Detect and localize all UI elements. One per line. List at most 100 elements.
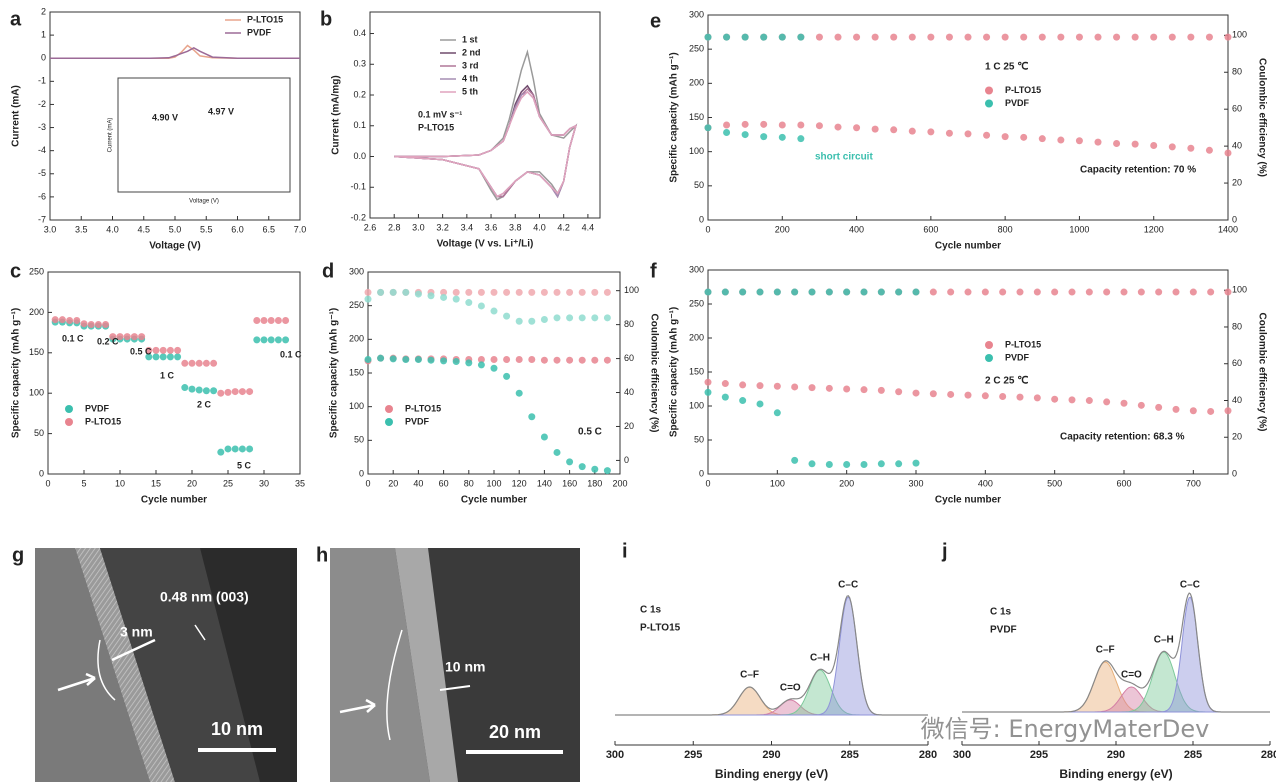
y-tick-label: 0.0 [353, 151, 366, 161]
data-point [877, 386, 885, 394]
data-point [877, 288, 885, 296]
x-tick-label: 80 [464, 478, 474, 488]
y-tick-label: 50 [694, 180, 704, 190]
data-point [174, 346, 182, 354]
plot-frame [369, 11, 601, 219]
data-point [377, 354, 385, 362]
x-tick-label: 0 [705, 478, 710, 488]
x-tick-label: 15 [151, 478, 161, 488]
data-point [760, 120, 768, 128]
data-point [138, 333, 146, 341]
data-point [66, 316, 74, 324]
data-point [815, 33, 823, 41]
data-point [778, 33, 786, 41]
x-tick-label: 4.5 [137, 224, 150, 234]
y-tick-label: -0.1 [350, 182, 366, 192]
x-tick-label: 200 [839, 478, 854, 488]
x-tick-label: 30 [259, 478, 269, 488]
data-point [929, 288, 937, 296]
data-point [721, 393, 729, 401]
data-point [553, 314, 561, 322]
y2-axis-label: Coulombic efficiency (%) [648, 314, 659, 433]
panel-label: b [320, 8, 332, 30]
y-tick-label: 250 [689, 298, 704, 308]
data-point [983, 33, 991, 41]
legend-label: 4 th [462, 73, 478, 83]
data-point [1103, 398, 1111, 406]
y-axis-label: Specific capacity (mAh g⁻¹) [11, 308, 22, 438]
data-point [578, 314, 586, 322]
data-point [778, 133, 786, 141]
data-point [704, 33, 712, 41]
peak-label: C–H [1154, 635, 1174, 646]
annotation: P-LTO15 [418, 122, 454, 132]
annotation: 0.5 C [578, 427, 602, 438]
data-point [440, 357, 448, 365]
data-point [981, 288, 989, 296]
y-tick-label: -5 [38, 168, 46, 178]
data-point [528, 356, 536, 364]
data-point [603, 467, 611, 475]
series-line [394, 90, 577, 198]
data-point [1016, 393, 1024, 401]
data-point [895, 460, 903, 468]
data-point [1001, 133, 1009, 141]
y2-tick-label: 100 [1232, 30, 1247, 40]
legend-swatch [65, 418, 73, 426]
x-tick-label: 60 [439, 478, 449, 488]
x-tick-label: 3.5 [75, 224, 88, 234]
data-point [515, 288, 523, 296]
data-point [364, 356, 372, 364]
y2-tick-label: 80 [1232, 67, 1242, 77]
data-point [553, 356, 561, 364]
data-point [773, 288, 781, 296]
data-point [94, 321, 102, 329]
y-tick-label: -0.2 [350, 212, 366, 222]
data-point [773, 382, 781, 390]
data-point [238, 388, 246, 396]
y-tick-label: 150 [349, 367, 364, 377]
y-tick-label: 0 [39, 468, 44, 478]
plot-frame [707, 14, 1229, 221]
x-tick-label: 400 [849, 224, 864, 234]
y-tick-label: -7 [38, 214, 46, 224]
y-tick-label: 200 [689, 332, 704, 342]
annotation: short circuit [815, 152, 873, 163]
data-point [797, 135, 805, 143]
envelope [615, 595, 928, 716]
data-point [238, 445, 246, 453]
data-point [566, 314, 574, 322]
data-point [528, 317, 536, 325]
data-point [528, 413, 536, 421]
data-point [282, 336, 290, 344]
data-point [490, 356, 498, 364]
x-tick-label: 7.0 [294, 224, 307, 234]
y-tick-label: 300 [349, 266, 364, 276]
data-point [202, 387, 210, 395]
watermark: 微信号: EnergyMaterDev [921, 715, 1210, 743]
data-point [80, 320, 88, 328]
y-tick-label: 150 [689, 112, 704, 122]
scale-bar-label: 10 nm [211, 719, 263, 739]
x-tick-label: 180 [587, 478, 602, 488]
data-point [152, 346, 160, 354]
y2-tick-label: 60 [1232, 358, 1242, 368]
data-point [1137, 401, 1145, 409]
data-point [181, 384, 189, 392]
x-axis-label: Voltage (V vs. Li⁺/Li) [437, 239, 534, 250]
data-point [51, 316, 59, 324]
data-point [1189, 288, 1197, 296]
x-tick-label: 290 [1107, 749, 1125, 761]
x-tick-label: 1200 [1144, 224, 1164, 234]
data-point [964, 33, 972, 41]
data-point [1085, 288, 1093, 296]
data-point [477, 288, 485, 296]
x-tick-label: 2.8 [388, 222, 401, 232]
data-point [1057, 33, 1065, 41]
data-point [1155, 403, 1163, 411]
annotation: 1 C 25 ℃ [985, 62, 1028, 73]
x-tick-label: 4.0 [533, 222, 546, 232]
data-point [58, 316, 66, 324]
data-point [515, 389, 523, 397]
x-tick-label: 200 [775, 224, 790, 234]
